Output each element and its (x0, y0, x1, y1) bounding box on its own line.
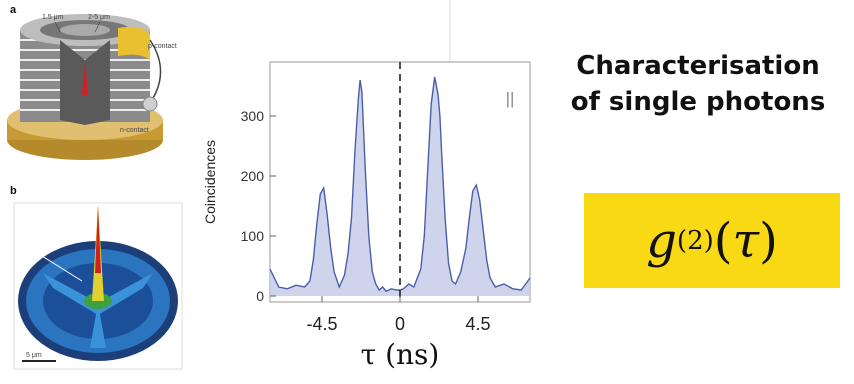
scale-bar-label: 5 μm (26, 352, 42, 359)
panel-label-b: b (10, 185, 17, 197)
slide-title: Characterisation of single photons (548, 48, 848, 120)
y-tick-label: 300 (241, 108, 265, 124)
formula-superscript: (2) (676, 225, 714, 256)
y-axis-label: Coincidences (202, 140, 218, 224)
y-tick-label: 100 (241, 228, 265, 244)
formula-base: g (646, 212, 677, 269)
n-contact-label: n-contact (120, 127, 149, 134)
x-tick-label: -4.5 (306, 314, 337, 334)
p-contact-band (118, 26, 150, 60)
intensity-map-3d: QD 5 μm b (0, 185, 200, 379)
panel-label-a: a (10, 4, 17, 16)
polarization-annotation: || (506, 89, 515, 108)
p-contact-label: p-contact (148, 43, 177, 50)
formula-argument: τ (732, 212, 760, 269)
title-line-2: of single photons (570, 87, 826, 117)
chart-svg: -4.5 0 4.5 0 100 200 300 || Coincidences τ (ns… (202, 0, 531, 371)
y-tick-label: 200 (241, 168, 265, 184)
contact-ball (142, 96, 158, 112)
x-tick-label: 4.5 (465, 314, 490, 334)
x-tick-label: 0 (395, 314, 405, 334)
micropillar-device-illustration: 1.5 μm 2-5 μm p-contact n-contact a (0, 0, 200, 185)
tick-layer: -4.5 0 4.5 0 100 200 300 (241, 108, 491, 334)
title-line-1: Characterisation (576, 51, 820, 81)
x-axis-label: τ (ns) (361, 338, 440, 371)
y-tick-label: 0 (256, 288, 264, 304)
g2-formula-box: g (2)(τ) (584, 193, 840, 288)
emission-peak (82, 62, 88, 95)
g2-histogram-chart: -4.5 0 4.5 0 100 200 300 || Coincidences τ (ns… (200, 0, 545, 379)
dim-label-2: 2-5 μm (88, 14, 110, 21)
dim-label-1: 1.5 μm (42, 14, 64, 21)
qd-marker-label: QD (24, 244, 35, 251)
